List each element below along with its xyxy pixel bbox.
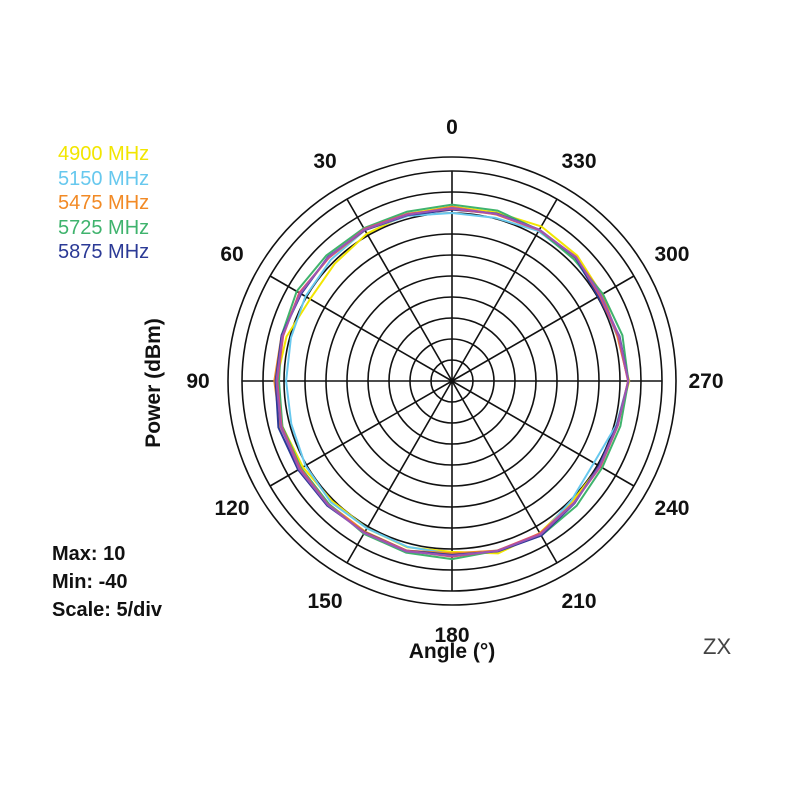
legend-entry-5475-mhz: 5475 MHz bbox=[58, 192, 150, 214]
outer-ring bbox=[227, 156, 677, 606]
polar-grid bbox=[227, 156, 677, 606]
plane-tag: ZX bbox=[703, 634, 732, 659]
angle-label-120: 120 bbox=[215, 497, 250, 520]
scale-info: Max: 10 Min: -40 Scale: 5/div bbox=[52, 540, 162, 624]
angle-tick-labels: 0 30 60 90 120 150 180 210 240 270 300 330 bbox=[186, 116, 723, 647]
y-axis-label: Power (dBm) bbox=[142, 318, 165, 448]
series-line-unlabeled-6 bbox=[275, 207, 630, 557]
radial-spoke-240 bbox=[451, 380, 635, 487]
legend: 4900 MHz 5150 MHz 5475 MHz 5725 MHz 5875 MHz bbox=[58, 142, 149, 265]
angle-label-270: 270 bbox=[688, 370, 723, 393]
angle-label-60: 60 bbox=[220, 243, 243, 266]
radial-spoke-150 bbox=[346, 380, 453, 564]
radial-spoke-300 bbox=[451, 275, 635, 382]
radial-spoke-30 bbox=[346, 198, 453, 382]
max-annotation: Max: 10 bbox=[52, 543, 126, 565]
legend-entry-4900-mhz: 4900 MHz bbox=[58, 143, 150, 165]
angle-label-90: 90 bbox=[186, 370, 209, 393]
legend-entry-5725-mhz: 5725 MHz bbox=[58, 216, 150, 239]
x-axis-label: Angle (°) bbox=[409, 640, 496, 663]
legend-entry-5150-mhz: 5150 MHz bbox=[58, 167, 150, 190]
angle-label-210: 210 bbox=[561, 590, 596, 613]
min-annotation: Min: -40 bbox=[52, 571, 128, 593]
angle-label-0: 0 bbox=[446, 116, 458, 139]
angle-label-300: 300 bbox=[654, 243, 689, 266]
series-lines bbox=[273, 203, 631, 561]
angle-label-150: 150 bbox=[307, 590, 342, 613]
scale-annotation: Scale: 5/div bbox=[52, 599, 163, 621]
series-line-5725-mhz bbox=[278, 203, 630, 561]
legend-entry-5875-mhz: 5875 MHz bbox=[58, 241, 150, 263]
angle-label-240: 240 bbox=[654, 497, 689, 520]
angle-label-330: 330 bbox=[561, 150, 596, 173]
angle-label-180: 180 bbox=[434, 624, 469, 647]
angle-label-30: 30 bbox=[313, 150, 336, 173]
